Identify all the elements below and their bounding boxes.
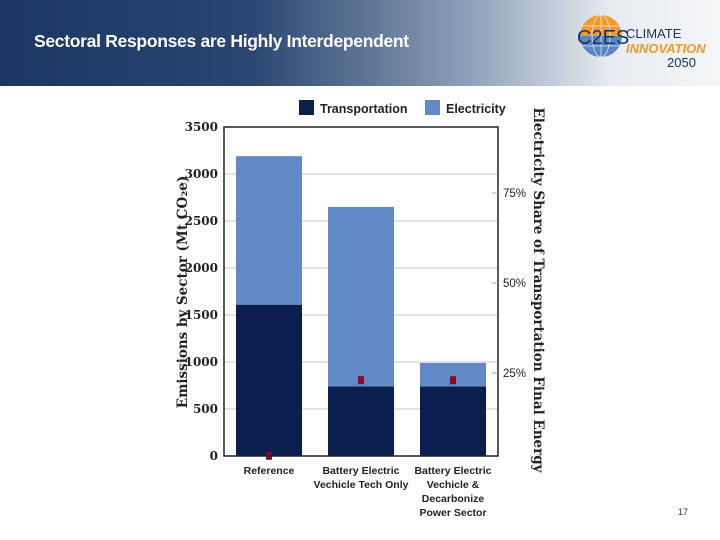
bar-electricity	[328, 206, 394, 387]
legend-label-transportation: Transportation	[320, 102, 408, 116]
y-tick-label: 2000	[185, 261, 218, 275]
y-tick-label: 1000	[185, 355, 218, 369]
y-tick-label: 1500	[185, 308, 218, 322]
category-label: Battery Electric	[414, 465, 491, 477]
plot-frame	[223, 126, 499, 457]
legend: Transportation Electricity	[299, 100, 506, 116]
legend-label-electricity: Electricity	[446, 102, 506, 116]
legend-swatch-transportation	[299, 100, 314, 115]
y-tick-label: 3500	[185, 120, 218, 134]
legend-swatch-electricity	[425, 100, 440, 115]
electricity-share-marker	[358, 376, 364, 385]
page-number: 17	[678, 507, 689, 517]
y2-tick-label: 25%	[503, 368, 526, 380]
y-tick-label: 2500	[185, 214, 218, 228]
y-tick-label: 0	[210, 449, 218, 463]
svg-text:2050: 2050	[667, 55, 696, 70]
category-label: Vechicle &	[427, 479, 480, 491]
svg-text:INNOVATION: INNOVATION	[626, 41, 706, 56]
bar-transportation	[328, 386, 394, 456]
bar-transportation	[236, 304, 302, 456]
y-tick-label: 3000	[185, 167, 218, 181]
bar-transportation	[420, 386, 486, 456]
y2-axis-label: Electricity Share of Transportation Fina…	[530, 107, 546, 473]
bar-electricity	[236, 156, 302, 305]
y2-tick-label: 75%	[503, 188, 526, 200]
svg-text:CLIMATE: CLIMATE	[626, 26, 682, 41]
c2es-logo: C2ES CLIMATE INNOVATION 2050	[577, 14, 706, 70]
y-axis-label: Emissions by Sector (Mt CO₂e)	[175, 176, 191, 408]
svg-text:C2ES: C2ES	[577, 27, 629, 49]
slide-title: Sectoral Responses are Highly Interdepen…	[34, 31, 409, 51]
electricity-share-marker	[450, 376, 456, 385]
category-label: Battery Electric	[322, 465, 399, 477]
category-label: Power Sector	[419, 507, 486, 519]
category-label: Vechicle Tech Only	[314, 479, 409, 491]
y-tick-label: 500	[193, 402, 218, 416]
y2-tick-label: 50%	[503, 278, 526, 290]
category-label: Decarbonize	[422, 493, 485, 505]
bar-electricity	[420, 362, 486, 387]
category-label: Reference	[244, 465, 295, 477]
